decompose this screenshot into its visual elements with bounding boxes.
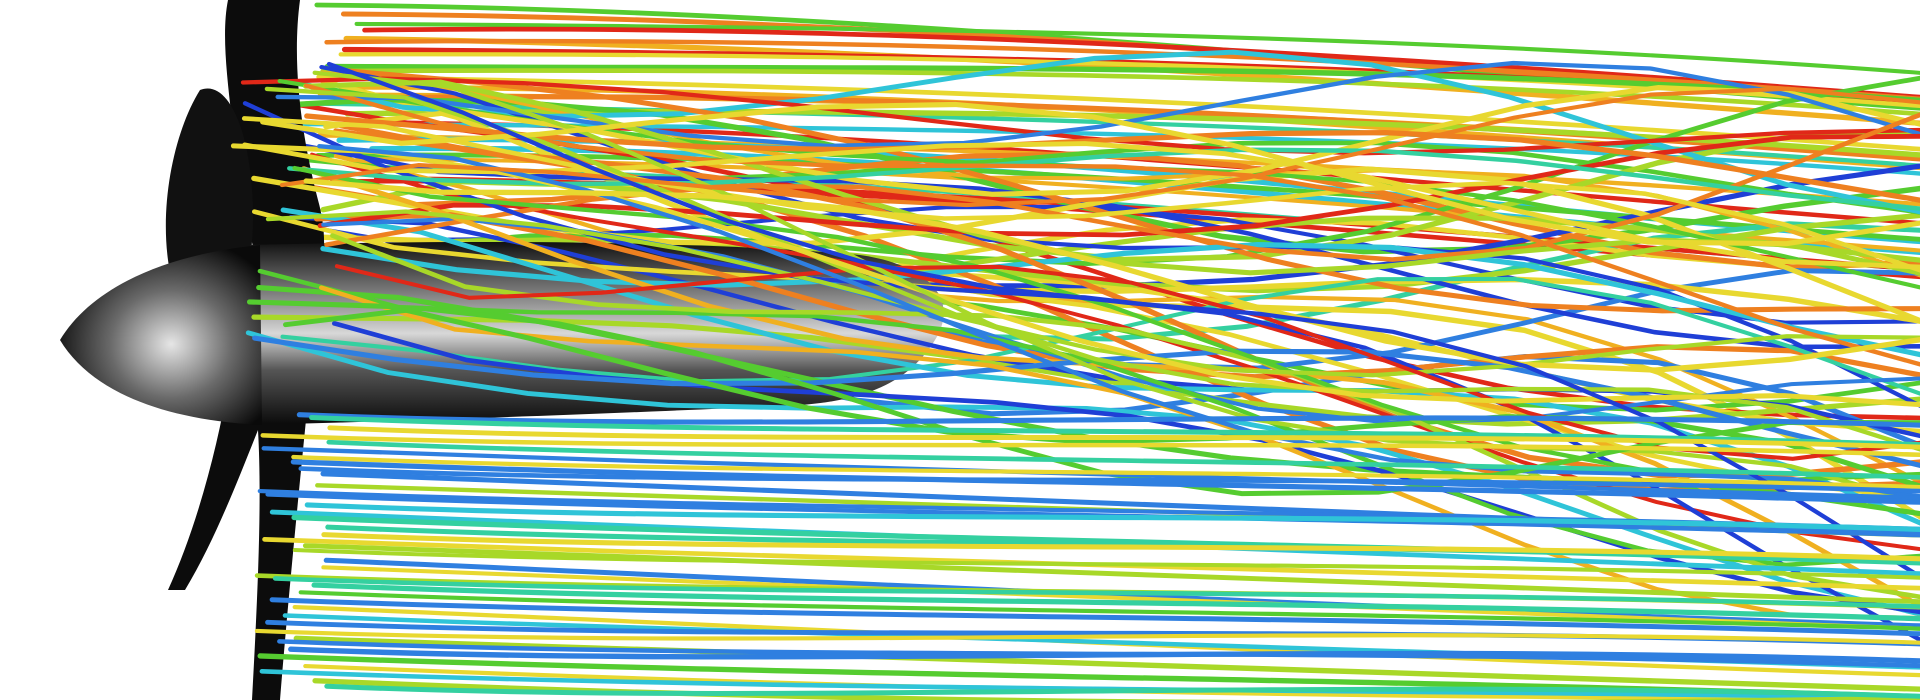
streamline <box>324 63 1920 104</box>
streamline <box>317 143 1920 499</box>
streamline <box>317 133 1920 238</box>
streamline <box>272 576 1920 609</box>
streamline <box>324 38 1920 101</box>
streamline <box>264 86 1920 452</box>
streamline <box>311 582 1920 622</box>
streamline <box>303 178 1920 373</box>
streamline <box>279 86 1920 208</box>
streamline <box>303 83 1920 367</box>
streamline <box>269 597 1920 637</box>
streamline <box>296 412 1920 428</box>
streamline <box>354 21 1920 75</box>
streamline <box>292 548 1920 580</box>
streamline <box>265 209 1920 378</box>
streamline <box>301 143 1920 350</box>
streamline <box>241 116 1920 273</box>
streamline <box>275 60 1920 149</box>
streamline <box>326 61 1920 580</box>
streamline <box>260 101 1920 247</box>
streamline <box>248 75 1920 288</box>
streamlines-front <box>230 60 1920 700</box>
streamline <box>260 433 1920 458</box>
streamline <box>288 646 1920 664</box>
streamline <box>327 425 1920 450</box>
streamline <box>240 76 1920 156</box>
spinner-nose <box>60 245 262 425</box>
streamline <box>312 678 1920 700</box>
streamline <box>298 590 1920 631</box>
blade-lower <box>168 360 310 700</box>
streamline <box>326 439 1920 480</box>
streamline <box>324 112 1920 262</box>
streamline <box>324 683 1920 699</box>
streamline <box>304 502 1920 533</box>
streamline <box>320 68 1920 117</box>
streamline <box>291 454 1920 490</box>
streamline <box>309 152 1920 552</box>
streamline <box>321 532 1920 562</box>
streamline <box>254 628 1920 645</box>
streamline <box>245 330 1920 617</box>
streamline <box>312 70 1920 505</box>
streamline <box>301 166 1920 609</box>
streamline <box>259 669 1920 700</box>
streamline <box>252 209 1920 501</box>
streamline <box>345 68 1920 314</box>
streamline <box>362 26 1920 100</box>
streamline <box>304 113 1920 203</box>
streamline <box>309 415 1920 448</box>
streamline <box>298 466 1920 494</box>
streamline <box>330 233 1920 600</box>
streamline <box>302 543 1920 605</box>
